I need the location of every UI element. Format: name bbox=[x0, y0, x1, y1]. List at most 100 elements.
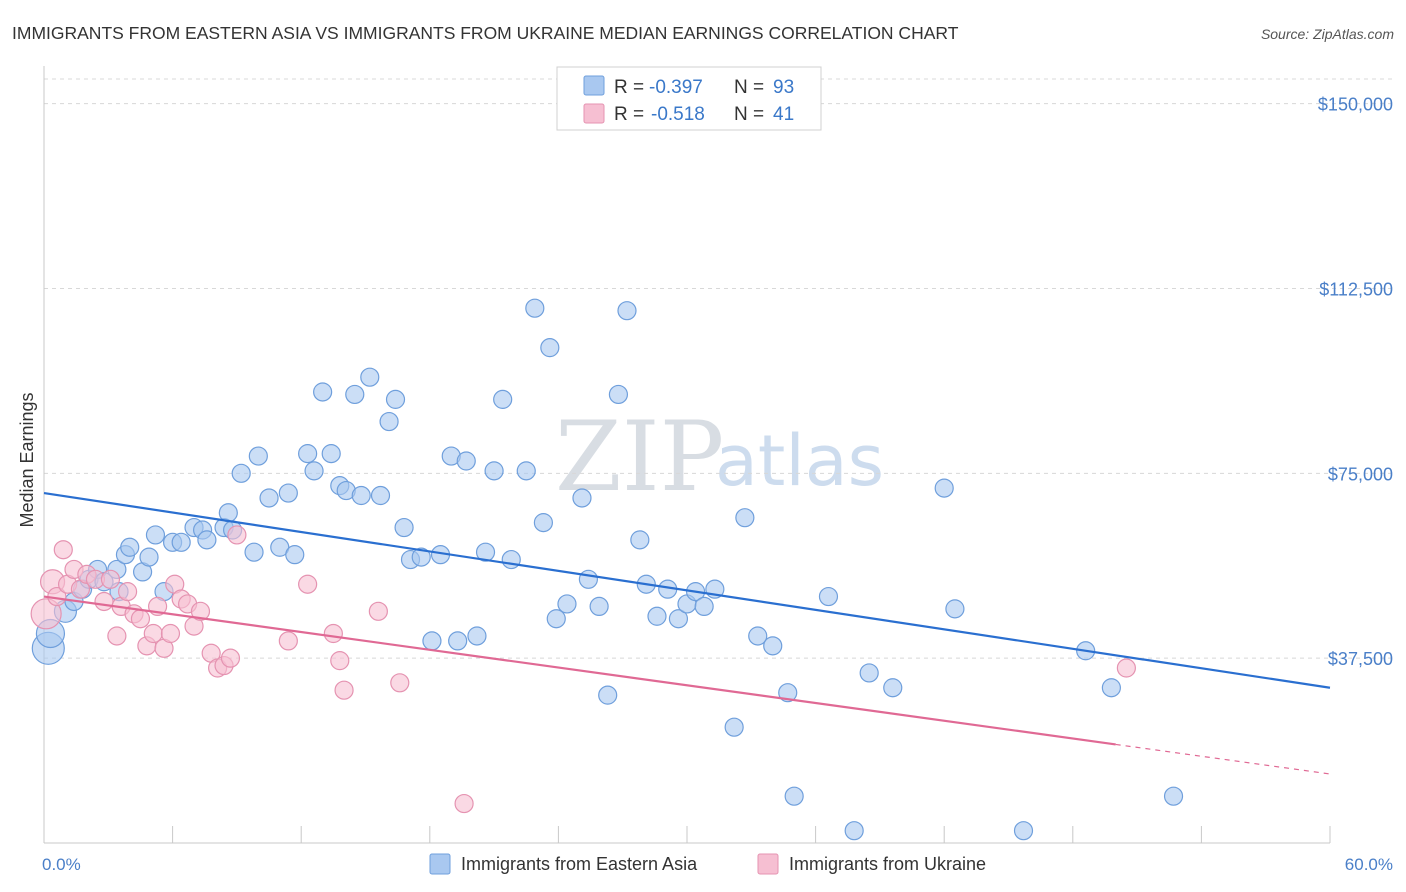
legend-n-value-0: 93 bbox=[773, 77, 794, 98]
trend-line-eastern-asia bbox=[43, 491, 1331, 689]
trend-line-ukraine bbox=[43, 595, 1116, 746]
correlation-legend: R = -0.397 N = 93 R = -0.518 N = 41 bbox=[556, 66, 822, 131]
legend-swatch-ukraine bbox=[583, 103, 605, 124]
data-point-eastern-asia bbox=[139, 547, 159, 567]
data-point-eastern-asia bbox=[411, 547, 431, 567]
data-point-ukraine bbox=[323, 623, 343, 644]
data-point-eastern-asia bbox=[589, 596, 609, 617]
trend-line-ukraine-extension bbox=[1115, 743, 1331, 775]
gridlines bbox=[44, 78, 1394, 659]
legend-r-label-0: R = bbox=[614, 77, 644, 98]
data-point-eastern-asia bbox=[448, 631, 468, 651]
data-point-ukraine bbox=[1116, 658, 1136, 678]
data-point-eastern-asia bbox=[394, 517, 414, 538]
y-tick-label: $150,000 bbox=[1318, 95, 1393, 115]
data-point-eastern-asia bbox=[278, 483, 298, 503]
data-point-ukraine bbox=[190, 601, 211, 621]
watermark: ZIP atlas bbox=[555, 401, 884, 513]
data-point-eastern-asia bbox=[533, 513, 553, 533]
data-point-eastern-asia bbox=[516, 461, 536, 481]
data-point-eastern-asia bbox=[859, 663, 879, 683]
data-point-eastern-asia bbox=[818, 586, 839, 607]
data-point-ukraine bbox=[94, 591, 114, 612]
data-point-eastern-asia bbox=[1163, 786, 1184, 806]
data-point-ukraine bbox=[53, 540, 73, 560]
data-point-eastern-asia bbox=[694, 596, 714, 617]
data-point-eastern-asia bbox=[231, 463, 251, 483]
data-point-ukraine bbox=[334, 680, 354, 700]
data-point-eastern-asia bbox=[525, 298, 545, 318]
data-point-eastern-asia bbox=[934, 478, 954, 498]
trend-lines bbox=[43, 491, 1331, 775]
data-point-eastern-asia bbox=[1013, 821, 1034, 841]
x-tick-labels: 0.0% 60.0% bbox=[42, 855, 1393, 874]
data-point-eastern-asia bbox=[572, 488, 592, 508]
data-point-ukraine bbox=[100, 569, 121, 589]
data-point-eastern-asia bbox=[844, 821, 864, 841]
data-point-eastern-asia bbox=[493, 389, 513, 409]
data-point-eastern-asia bbox=[778, 683, 798, 703]
legend-r-label-1: R = bbox=[614, 104, 644, 125]
data-point-eastern-asia bbox=[608, 384, 629, 405]
data-point-ukraine bbox=[117, 582, 138, 602]
chart-title: IMMIGRANTS FROM EASTERN ASIA VS IMMIGRAN… bbox=[12, 23, 959, 43]
data-point-eastern-asia bbox=[578, 569, 599, 589]
x-tick-label: 0.0% bbox=[42, 855, 81, 874]
bottom-legend-swatch-eastern-asia bbox=[429, 853, 451, 875]
data-point-eastern-asia bbox=[145, 525, 166, 545]
y-tick-label: $75,000 bbox=[1328, 464, 1393, 484]
data-point-eastern-asia bbox=[456, 451, 476, 471]
legend-n-label-1: N = bbox=[734, 104, 764, 125]
data-point-eastern-asia bbox=[321, 444, 341, 464]
data-point-ukraine bbox=[227, 525, 247, 545]
data-point-ukraine bbox=[278, 631, 298, 651]
data-point-ukraine bbox=[454, 793, 474, 814]
data-point-eastern-asia bbox=[546, 609, 566, 629]
data-point-eastern-asia bbox=[945, 599, 965, 619]
data-point-eastern-asia bbox=[171, 532, 191, 552]
y-tick-labels: $37,500 $75,000 $112,500 $150,000 bbox=[1318, 95, 1393, 670]
data-point-eastern-asia bbox=[248, 446, 268, 466]
data-point-eastern-asia bbox=[259, 488, 279, 508]
data-point-eastern-asia bbox=[313, 382, 333, 402]
legend-n-value-1: 41 bbox=[773, 104, 794, 125]
data-point-eastern-asia bbox=[120, 537, 140, 557]
bottom-legend-label-ukraine: Immigrants from Ukraine bbox=[789, 854, 986, 874]
data-point-eastern-asia bbox=[1101, 678, 1121, 698]
y-tick-label: $112,500 bbox=[1319, 279, 1393, 299]
data-point-ukraine bbox=[160, 623, 181, 644]
legend-r-value-0: -0.397 bbox=[649, 77, 703, 98]
legend-r-value-1: -0.518 bbox=[651, 104, 705, 125]
data-point-eastern-asia bbox=[467, 626, 487, 646]
data-point-ukraine bbox=[220, 648, 241, 668]
data-point-ukraine bbox=[107, 626, 127, 646]
y-tick-label: $37,500 bbox=[1328, 649, 1393, 669]
data-point-eastern-asia bbox=[360, 367, 380, 387]
data-point-eastern-asia bbox=[197, 530, 217, 550]
data-point-eastern-asia bbox=[298, 444, 318, 464]
data-point-eastern-asia bbox=[285, 545, 305, 565]
data-point-eastern-asia bbox=[379, 411, 399, 432]
data-point-eastern-asia bbox=[304, 461, 324, 481]
chart-source: Source: ZipAtlas.com bbox=[1261, 26, 1394, 42]
data-point-eastern-asia bbox=[244, 542, 264, 562]
data-point-eastern-asia bbox=[735, 508, 755, 528]
bottom-legend-swatch-ukraine bbox=[757, 853, 779, 875]
data-point-eastern-asia bbox=[784, 786, 804, 806]
data-point-eastern-asia bbox=[385, 389, 406, 409]
data-point-ukraine bbox=[368, 601, 388, 621]
data-point-eastern-asia bbox=[724, 717, 744, 737]
series-eastern-asia bbox=[31, 298, 1184, 841]
data-point-eastern-asia bbox=[351, 485, 371, 506]
data-point-eastern-asia bbox=[540, 338, 560, 358]
data-point-eastern-asia bbox=[370, 485, 391, 506]
data-point-eastern-asia bbox=[557, 594, 577, 614]
data-point-eastern-asia bbox=[475, 542, 496, 562]
y-axis-label: Median Earnings bbox=[17, 392, 37, 527]
legend-swatch-eastern-asia bbox=[583, 75, 605, 96]
x-tick-label: 60.0% bbox=[1345, 855, 1393, 874]
data-point-eastern-asia bbox=[598, 685, 618, 705]
series-legend: Immigrants from Eastern Asia Immigrants … bbox=[429, 853, 986, 875]
data-point-eastern-asia bbox=[883, 678, 903, 698]
